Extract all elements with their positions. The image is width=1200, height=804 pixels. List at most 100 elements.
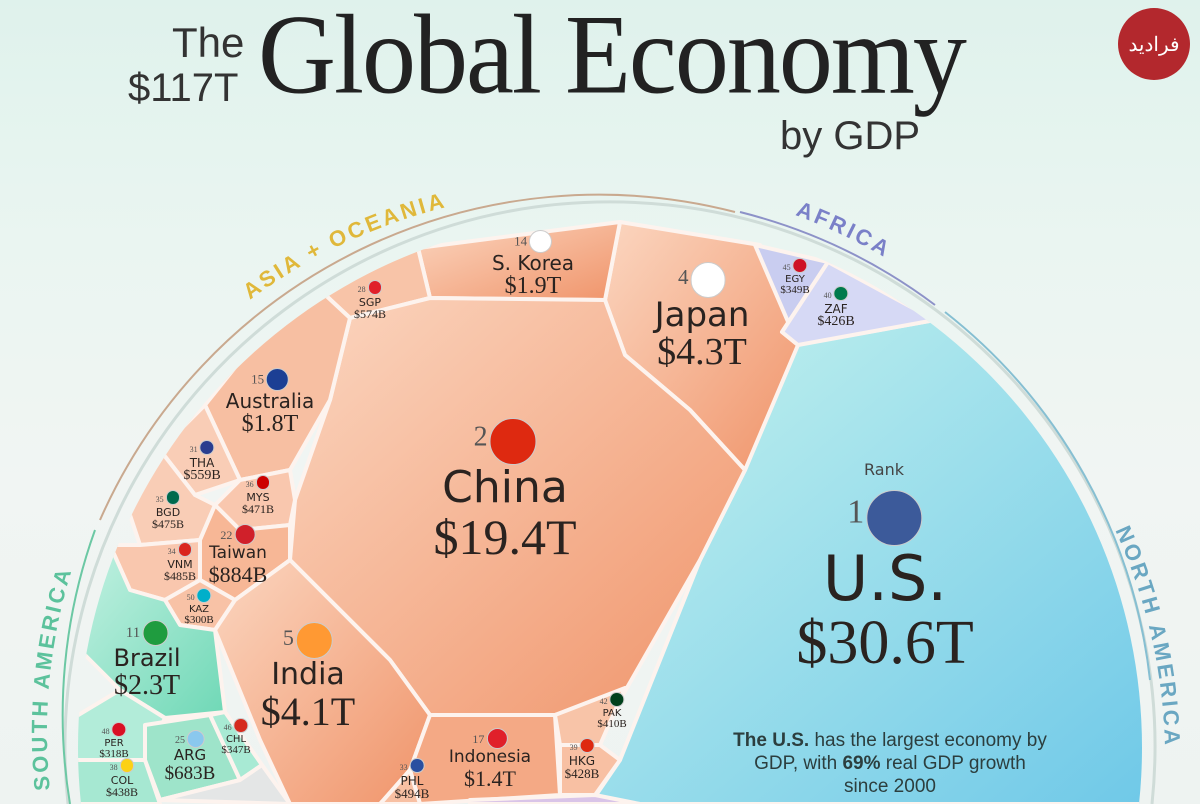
cell-europe[interactable] [468,793,642,804]
gdp-value: $347B [221,744,251,757]
rank-number: 31 [189,445,198,454]
rank-number: 17 [472,731,485,746]
country-name: Taiwan [209,543,267,564]
country-label-u-s-: 1 U.S. $30.6T [796,490,974,677]
rank-row: 14 [492,230,574,253]
page-subtitle: by GDP [780,114,921,158]
flag-icon [367,280,383,296]
rank-row: 36 [242,475,274,492]
country-name: PAK [602,707,622,719]
country-name: SGP [358,295,382,309]
gdp-value: $574B [353,307,387,322]
flag-icon [489,418,537,465]
rank-row: 38 [106,758,138,775]
cell-other [158,763,292,804]
us-note: The U.S. has the largest economy by GDP,… [730,730,1050,798]
rank-row: 48 [99,722,128,739]
country-label-egy: 45 EGY $349B [780,258,810,297]
country-name: U.S. [822,542,948,616]
region-africa-text: AFRICA [793,196,893,262]
country-name: Japan [654,294,750,335]
note-bold-pct: 69% [842,752,881,774]
rank-row: 15 [226,368,314,391]
flag-icon [199,440,215,456]
flag-icon [177,542,193,558]
flag-icon [119,758,135,774]
rank-number: 40 [823,291,832,300]
rank-number: 1 [847,493,865,531]
rank-label: Rank [864,460,904,479]
rank-number: 42 [599,697,608,706]
gdp-value: $428B [564,766,600,782]
rank-row: 50 [184,588,213,605]
rank-number: 38 [109,763,118,772]
africa-arc [739,211,936,306]
gdp-value: $683B [164,762,216,784]
country-label-chl: 46 CHL $347B [221,718,251,757]
country-label-zaf: 40 ZAF $426B [817,286,855,330]
country-name: Australia [225,388,315,413]
country-name: COL [110,773,134,787]
rank-number: 25 [175,735,185,747]
rank-row: 1 [796,490,973,547]
country-label-mys: 36 MYS $471B [242,475,274,516]
country-name: MYS [246,490,270,504]
country-label-brazil: 11 Brazil $2.3T [113,620,181,702]
gdp-value: $349B [780,284,810,297]
gdp-value: $426B [817,314,855,330]
country-label-phl: 33 PHL $494B [394,758,430,802]
country-name: India [271,657,345,693]
country-label-sgp: 28 SGP $574B [354,280,386,321]
site-logo: فرادید [1118,8,1190,80]
rank-number: 11 [125,625,141,642]
rank-number: 36 [245,480,254,489]
flag-icon [295,622,334,660]
cell-colombia[interactable] [70,758,162,804]
rank-number: 34 [167,547,176,556]
rank-row: 11 [114,620,181,646]
gdp-value: $2.3T [113,670,181,702]
rank-row: 45 [780,258,809,275]
country-label-hkg: 39 HKG $428B [564,738,600,782]
flag-icon [266,368,289,391]
flag-icon [866,490,923,547]
flag-icon [792,258,808,274]
country-label-tha: 31 THA $559B [183,440,221,484]
gdp-value: $494B [394,786,430,802]
rank-number: 48 [101,727,110,736]
rank-number: 46 [223,723,232,732]
country-name: ZAF [824,301,848,316]
title-total: $117T [128,66,239,110]
rank-number: 45 [782,263,791,272]
flag-icon [165,490,181,506]
flag-icon [833,286,849,302]
note-bold-us: The U.S. [733,730,810,751]
cell-philippines[interactable] [378,768,422,804]
flag-icon [187,730,205,748]
flag-icon [529,230,552,253]
country-label-pak: 42 PAK $410B [597,692,627,731]
rank-number: 28 [357,285,366,294]
gdp-value: $559B [183,468,221,484]
rank-number: 22 [220,527,233,542]
gdp-value: $485B [163,569,197,584]
flag-icon [409,758,425,774]
gdp-value: $884B [208,562,268,588]
country-name: CHL [225,733,247,745]
rank-row: 39 [565,738,600,755]
rank-row: 33 [395,758,430,775]
rank-number: 14 [514,233,528,249]
rank-row: 34 [164,542,196,559]
gdp-value: $318B [99,748,129,761]
gdp-value: $19.4T [433,508,577,565]
rank-row: 17 [449,728,531,750]
asia-oceania-arc [99,193,736,521]
country-label-vnm: 34 VNM $485B [164,542,196,583]
flag-icon [196,588,212,604]
country-label-australia: 15 Australia $1.8T [226,368,314,437]
country-name: China [442,461,568,513]
country-label-taiwan: 22 Taiwan $884B [208,524,268,588]
rank-row: 2 [433,418,576,465]
rank-row: 5 [261,622,355,660]
rank-row: 28 [354,280,386,297]
